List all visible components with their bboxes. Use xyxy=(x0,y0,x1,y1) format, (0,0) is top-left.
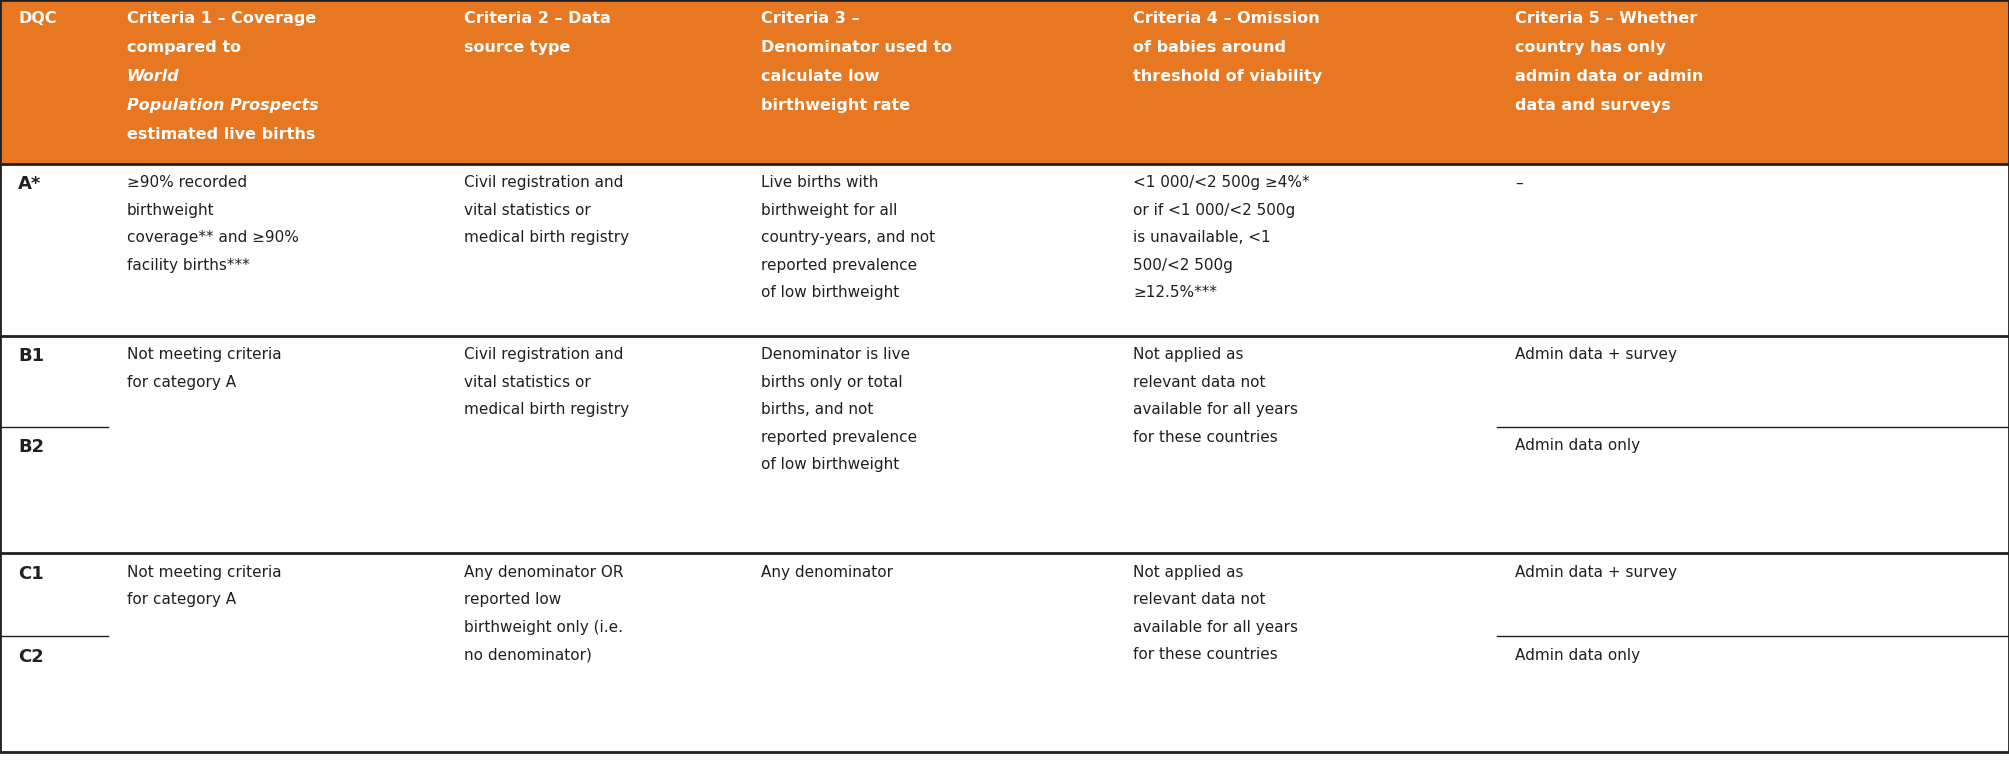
Text: or if <1 000/<2 500g: or if <1 000/<2 500g xyxy=(1133,203,1296,218)
Text: available for all years: available for all years xyxy=(1133,402,1298,417)
Text: World: World xyxy=(127,69,179,85)
Text: admin data or admin: admin data or admin xyxy=(1515,69,1704,85)
Text: data and surveys: data and surveys xyxy=(1515,98,1671,114)
Text: B1: B1 xyxy=(18,347,44,365)
Text: Denominator used to: Denominator used to xyxy=(761,40,952,56)
Text: source type: source type xyxy=(464,40,571,56)
Text: vital statistics or: vital statistics or xyxy=(464,375,591,390)
Text: birthweight rate: birthweight rate xyxy=(761,98,910,114)
Text: Not meeting criteria: Not meeting criteria xyxy=(127,347,281,362)
Text: B2: B2 xyxy=(18,439,44,456)
Text: Criteria 3 –: Criteria 3 – xyxy=(761,11,860,27)
Text: of low birthweight: of low birthweight xyxy=(761,457,900,472)
Text: birthweight only (i.e.: birthweight only (i.e. xyxy=(464,620,623,635)
Text: births, and not: births, and not xyxy=(761,402,874,417)
Text: Live births with: Live births with xyxy=(761,175,878,191)
Text: Admin data only: Admin data only xyxy=(1515,439,1639,453)
Text: Criteria 4 – Omission: Criteria 4 – Omission xyxy=(1133,11,1320,27)
Text: for category A: for category A xyxy=(127,375,235,390)
Text: A*: A* xyxy=(18,175,42,194)
Text: medical birth registry: medical birth registry xyxy=(464,402,629,417)
Text: Any denominator: Any denominator xyxy=(761,565,894,580)
Text: reported low: reported low xyxy=(464,592,561,607)
Text: Criteria 5 – Whether: Criteria 5 – Whether xyxy=(1515,11,1698,27)
Bar xyxy=(0,164,2009,752)
Text: reported prevalence: reported prevalence xyxy=(761,430,918,445)
Text: Population Prospects: Population Prospects xyxy=(127,98,317,114)
Text: is unavailable, <1: is unavailable, <1 xyxy=(1133,230,1272,246)
Bar xyxy=(0,0,2009,164)
Text: DQC: DQC xyxy=(18,11,56,27)
Text: medical birth registry: medical birth registry xyxy=(464,230,629,246)
Text: Admin data only: Admin data only xyxy=(1515,648,1639,663)
Text: C1: C1 xyxy=(18,565,44,583)
Text: Denominator is live: Denominator is live xyxy=(761,347,910,362)
Text: of low birthweight: of low birthweight xyxy=(761,285,900,301)
Text: Civil registration and: Civil registration and xyxy=(464,175,623,191)
Text: Not meeting criteria: Not meeting criteria xyxy=(127,565,281,580)
Text: Not applied as: Not applied as xyxy=(1133,347,1244,362)
Text: for these countries: for these countries xyxy=(1133,430,1278,445)
Text: available for all years: available for all years xyxy=(1133,620,1298,635)
Text: compared to: compared to xyxy=(127,40,247,56)
Text: no denominator): no denominator) xyxy=(464,647,593,662)
Text: Not applied as: Not applied as xyxy=(1133,565,1244,580)
Text: country has only: country has only xyxy=(1515,40,1665,56)
Text: Any denominator OR: Any denominator OR xyxy=(464,565,623,580)
Text: relevant data not: relevant data not xyxy=(1133,375,1266,390)
Text: –: – xyxy=(1515,175,1523,191)
Text: calculate low: calculate low xyxy=(761,69,880,85)
Text: relevant data not: relevant data not xyxy=(1133,592,1266,607)
Text: <1 000/<2 500g ≥4%*: <1 000/<2 500g ≥4%* xyxy=(1133,175,1310,191)
Text: ≥12.5%***: ≥12.5%*** xyxy=(1133,285,1217,301)
Text: of babies around: of babies around xyxy=(1133,40,1286,56)
Text: for these countries: for these countries xyxy=(1133,647,1278,662)
Text: 500/<2 500g: 500/<2 500g xyxy=(1133,258,1234,273)
Text: birthweight for all: birthweight for all xyxy=(761,203,898,218)
Text: facility births***: facility births*** xyxy=(127,258,249,273)
Text: estimated live births: estimated live births xyxy=(127,127,315,143)
Text: Admin data + survey: Admin data + survey xyxy=(1515,565,1678,580)
Text: for category A: for category A xyxy=(127,592,235,607)
Text: births only or total: births only or total xyxy=(761,375,902,390)
Text: threshold of viability: threshold of viability xyxy=(1133,69,1322,85)
Text: Civil registration and: Civil registration and xyxy=(464,347,623,362)
Text: Admin data + survey: Admin data + survey xyxy=(1515,347,1678,362)
Text: birthweight: birthweight xyxy=(127,203,215,218)
Text: country-years, and not: country-years, and not xyxy=(761,230,936,246)
Text: ≥90% recorded: ≥90% recorded xyxy=(127,175,247,191)
Text: Criteria 2 – Data: Criteria 2 – Data xyxy=(464,11,611,27)
Text: vital statistics or: vital statistics or xyxy=(464,203,591,218)
Text: Criteria 1 – Coverage: Criteria 1 – Coverage xyxy=(127,11,315,27)
Text: reported prevalence: reported prevalence xyxy=(761,258,918,273)
Text: coverage** and ≥90%: coverage** and ≥90% xyxy=(127,230,299,246)
Text: C2: C2 xyxy=(18,648,44,666)
